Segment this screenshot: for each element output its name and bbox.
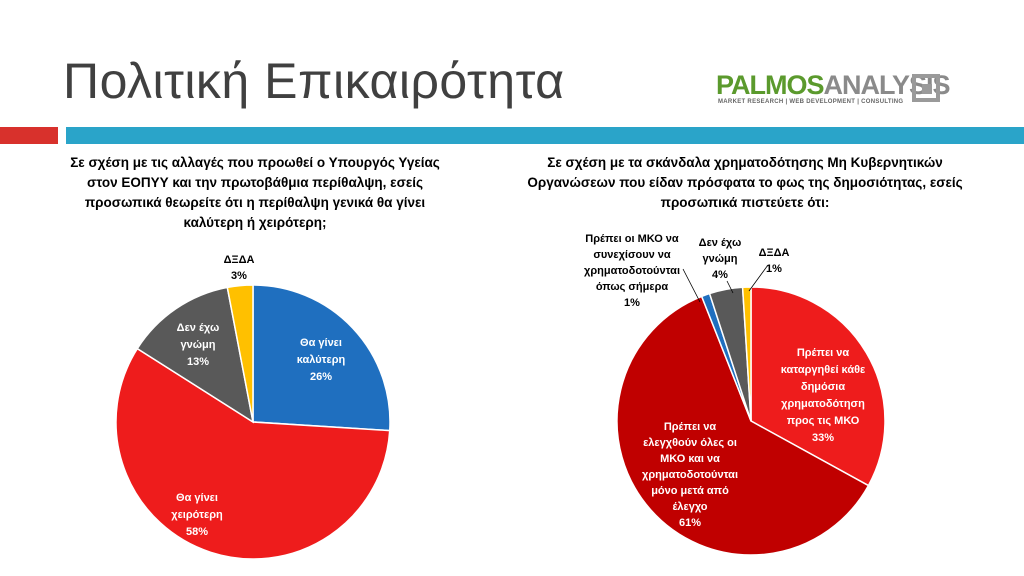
pie1-label-1: Θα γίνει χειρότερη 58% <box>171 492 223 538</box>
pie2-label-0: Πρέπει να καταργηθεί κάθε δημόσια χρηματοδό… <box>781 347 866 444</box>
page-title: Πολιτική Επικαιρότητα <box>63 53 565 109</box>
chart2-question: Σε σχέση με τα σκάνδαλα χρηματοδότησης Μ… <box>527 155 963 210</box>
company-logo: PALMOSANALYSIS MARKET RESEARCH | WEB DEV… <box>716 70 956 110</box>
pie2-label-3: Δεν έχω γνώμη 4% <box>699 237 742 281</box>
chart1-question: Σε σχέση με τις αλλαγές που προωθεί ο Υπ… <box>70 155 440 230</box>
pie-chart-health: Θα γίνει καλύτερη 26% Θα γίνει χειρότερη 58% Δ… <box>115 254 391 560</box>
pie1-slice-1 <box>115 347 391 560</box>
pie1-slice-0 <box>252 284 391 432</box>
pie1-slice-2 <box>136 286 255 424</box>
pie1-label-3: ΔΞΔΑ 3% <box>224 254 255 282</box>
pie2-slice-4 <box>741 286 752 422</box>
logo-tagline: MARKET RESEARCH | WEB DEVELOPMENT | CONS… <box>718 99 904 105</box>
pie2-leader-3 <box>726 280 734 294</box>
pie-chart-ngo: Πρέπει να καταργηθεί κάθε δημόσια χρηματοδό… <box>584 233 886 556</box>
accent-bar-blue <box>66 127 1024 144</box>
pie1-label-2: Δεν έχω γνώμη 13% <box>177 322 220 368</box>
pie1-label-0: Θα γίνει καλύτερη 26% <box>297 337 346 383</box>
pie2-label-2: Πρέπει οι ΜΚΟ να συνεχίσουν να χρηματοδοτο… <box>584 233 680 309</box>
accent-bar-red <box>0 127 58 144</box>
pie2-label-1: Πρέπει να ελεγχθούν όλες οι ΜΚΟ και να χρημ… <box>642 421 738 529</box>
pie2-label-4: ΔΞΔΑ 1% <box>759 247 790 275</box>
pie2-leader-2 <box>682 268 701 303</box>
pie2-slice-0 <box>750 286 886 487</box>
pie1-slice-3 <box>226 284 254 423</box>
pie2-slice-1 <box>616 295 870 556</box>
pie2-leader-4 <box>748 264 769 292</box>
logo-square-icon <box>912 74 940 102</box>
